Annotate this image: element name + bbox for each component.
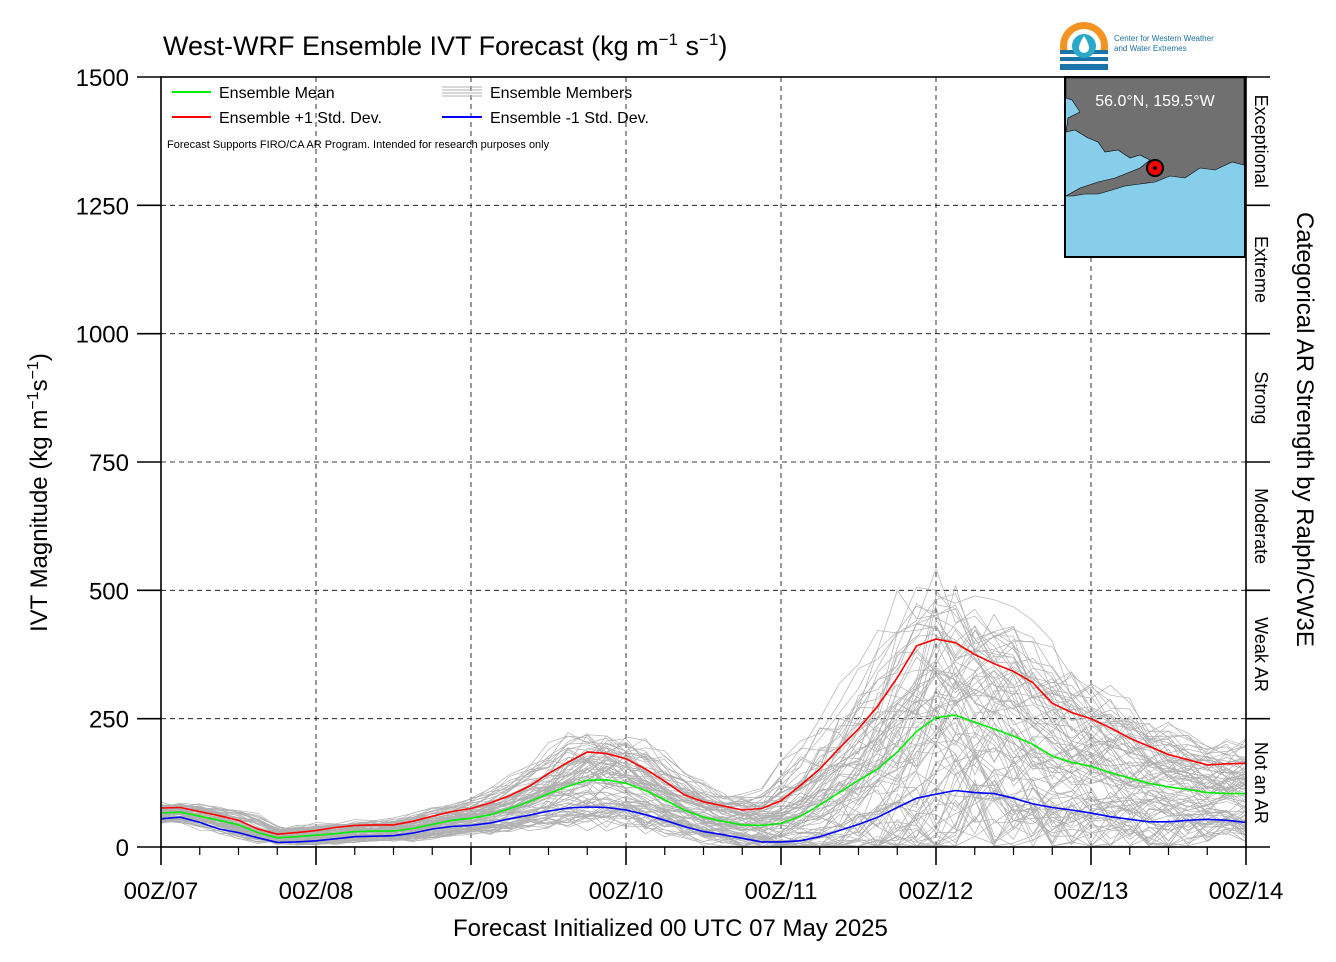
legend-swatch-members — [442, 86, 482, 97]
ensemble-member-line — [160, 797, 1247, 847]
inset-land — [1064, 77, 1245, 197]
category-label: Strong — [1251, 371, 1271, 424]
y-axis-label-end: ) — [26, 353, 53, 361]
ensemble-member-line — [160, 586, 1247, 832]
y-axis-label-sup1: −1 — [25, 391, 42, 409]
title-superscript-1: −1 — [658, 30, 678, 49]
category-label: Moderate — [1251, 488, 1271, 564]
ensemble-member-line — [160, 710, 1247, 841]
title-superscript-2: −1 — [699, 30, 719, 49]
ensemble-member-line — [160, 806, 1247, 847]
inset-map: 56.0°N, 159.5°W — [1064, 76, 1246, 258]
chart-title: West-WRF Ensemble IVT Forecast (kg m−1 s… — [163, 30, 727, 62]
legend-label-minus1: Ensemble -1 Std. Dev. — [490, 110, 649, 127]
legend-label-plus1: Ensemble +1 Std. Dev. — [219, 110, 382, 127]
category-label: Exceptional — [1251, 95, 1271, 188]
logo-line-2: and Water Extremes — [1114, 44, 1187, 53]
title-end: ) — [718, 31, 728, 61]
x-tick-label: 00Z/14 — [1209, 878, 1284, 905]
legend-label-mean: Ensemble Mean — [219, 85, 335, 102]
x-axis-label: Forecast Initialized 00 UTC 07 May 2025 — [453, 915, 888, 942]
x-tick-label: 00Z/09 — [434, 878, 509, 905]
y-axis-label-mid: s — [26, 379, 53, 391]
ensemble-member-line — [160, 687, 1247, 838]
series-line-minus1 — [160, 789, 1247, 844]
ensemble-member-line — [160, 629, 1247, 836]
ensemble-member-line — [160, 782, 1247, 847]
category-label: Weak AR — [1251, 617, 1271, 692]
series-line-plus1 — [160, 638, 1247, 836]
y-tick-label: 1000 — [76, 322, 129, 349]
title-middle: s — [678, 31, 700, 61]
ensemble-member-line — [160, 608, 1247, 833]
x-tick-label: 00Z/13 — [1054, 878, 1129, 905]
ensemble-stat-lines — [160, 638, 1247, 844]
y-axis-label: IVT Magnitude (kg m−1s−1) — [25, 353, 53, 632]
logo-text: Center for Western Weather and Water Ext… — [1114, 34, 1214, 54]
category-label: Not an AR — [1251, 742, 1271, 824]
category-label: Extreme — [1251, 236, 1271, 303]
y-axis-ticks: 0 250 500 750 1000 1250 1500 — [76, 65, 1270, 862]
y2-axis-label: Categorical AR Strength by Ralph/CW3E — [1291, 212, 1318, 647]
y-axis-label-sup2: −1 — [25, 361, 42, 379]
ar-category-labels: Not an AR Weak AR Moderate Strong Extreme Exc… — [1251, 95, 1271, 824]
x-tick-label: 00Z/10 — [589, 878, 664, 905]
ensemble-member-line — [160, 626, 1247, 835]
cw3e-logo: Center for Western Weather and Water Ext… — [1058, 20, 1258, 72]
logo-line-1: Center for Western Weather — [1114, 34, 1214, 43]
research-notice: Forecast Supports FIRO/CA AR Program. In… — [167, 139, 550, 151]
ensemble-member-line — [160, 795, 1247, 847]
x-tick-label: 00Z/08 — [279, 878, 354, 905]
location-marker-center — [1153, 166, 1157, 170]
y-tick-label: 500 — [89, 578, 129, 605]
cw3e-logo-icon — [1060, 22, 1108, 70]
x-axis-ticks: 00Z/07 00Z/08 00Z/09 00Z/10 00Z/11 00Z/12 00Z/… — [124, 847, 1284, 905]
ensemble-member-line — [160, 666, 1247, 836]
legend: Ensemble Mean Ensemble +1 Std. Dev. Ense… — [167, 85, 649, 151]
x-tick-label: 00Z/12 — [899, 878, 974, 905]
y-axis-label-pre: IVT Magnitude (kg m — [26, 410, 53, 632]
series-line-mean — [160, 714, 1246, 839]
y-tick-label: 0 — [116, 835, 129, 862]
ensemble-member-line — [160, 712, 1247, 840]
legend-label-members: Ensemble Members — [490, 85, 632, 102]
ensemble-member-line — [160, 772, 1247, 847]
y-tick-label: 750 — [89, 450, 129, 477]
x-tick-label: 00Z/11 — [745, 878, 818, 905]
ensemble-member-line — [160, 603, 1247, 833]
y-tick-label: 1500 — [76, 65, 129, 92]
x-tick-label: 00Z/07 — [124, 878, 199, 905]
inset-location-label: 56.0°N, 159.5°W — [1095, 93, 1215, 110]
y-tick-label: 1250 — [76, 193, 129, 220]
y-tick-label: 250 — [89, 707, 129, 734]
chart-title-text: West-WRF Ensemble IVT Forecast (kg m — [163, 31, 659, 61]
ensemble-member-line — [160, 568, 1247, 834]
